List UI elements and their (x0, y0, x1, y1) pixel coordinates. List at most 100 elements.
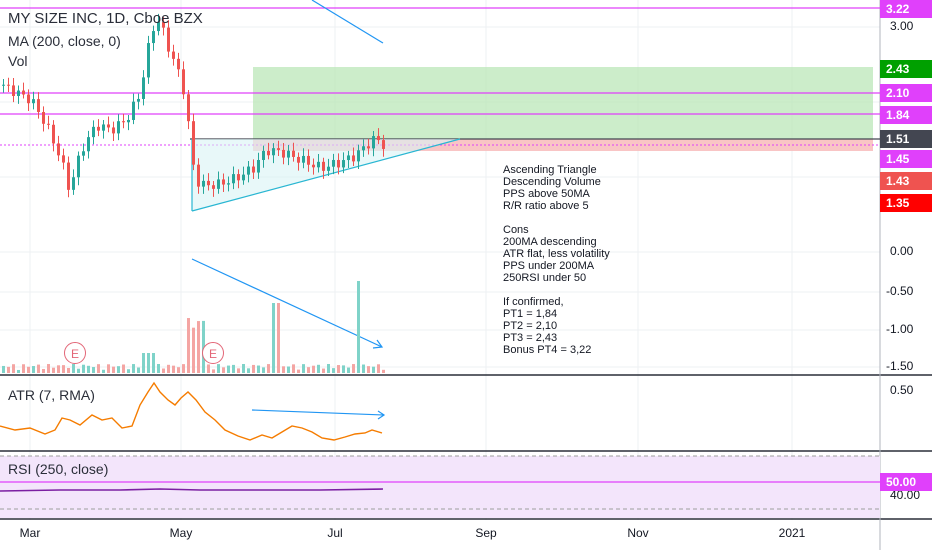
volume-bar[interactable] (32, 366, 35, 373)
volume-bar[interactable] (92, 367, 95, 373)
candle[interactable] (12, 85, 15, 96)
candle[interactable] (287, 150, 290, 158)
volume-bar[interactable] (277, 303, 280, 373)
volume-bar[interactable] (362, 364, 365, 373)
volume-bar[interactable] (97, 364, 100, 373)
volume-bar[interactable] (132, 364, 135, 373)
volume-bar[interactable] (177, 367, 180, 373)
candle[interactable] (112, 127, 115, 134)
candle[interactable] (232, 174, 235, 184)
level-tag-2.10[interactable]: 2.10 (880, 84, 932, 102)
volume-bar[interactable] (137, 367, 140, 373)
candle[interactable] (262, 150, 265, 160)
volume-bar[interactable] (232, 364, 235, 373)
candle[interactable] (362, 146, 365, 151)
volume-bar[interactable] (107, 364, 110, 373)
candle[interactable] (317, 161, 320, 168)
candle[interactable] (277, 148, 280, 150)
volume-bar[interactable] (102, 369, 105, 373)
ma-trend-arrow[interactable] (311, 0, 384, 44)
volume-bar[interactable] (82, 364, 85, 373)
atr-trend-arrow[interactable] (251, 409, 386, 420)
volume-bar[interactable] (17, 369, 20, 373)
volume-bar[interactable] (302, 364, 305, 373)
volume-bar[interactable] (272, 303, 275, 373)
candle[interactable] (222, 179, 225, 185)
volume-bar[interactable] (222, 367, 225, 373)
candle[interactable] (327, 166, 330, 171)
rsi-level-tag[interactable]: 50.00 (880, 473, 932, 491)
volume-bar[interactable] (332, 368, 335, 373)
level-tag-2.43[interactable]: 2.43 (880, 60, 932, 78)
volume-bar[interactable] (247, 368, 250, 373)
level-tag-1.35[interactable]: 1.35 (880, 194, 932, 212)
volume-bar[interactable] (52, 367, 55, 373)
volume-bar[interactable] (77, 368, 80, 373)
candle[interactable] (257, 159, 260, 173)
candle[interactable] (7, 84, 10, 86)
candle[interactable] (252, 166, 255, 173)
volume-bar[interactable] (67, 367, 70, 373)
candlestick-series[interactable] (2, 13, 385, 198)
volume-bar[interactable] (267, 364, 270, 373)
candle[interactable] (242, 174, 245, 181)
volume-bar[interactable] (127, 369, 130, 373)
candle[interactable] (72, 177, 75, 190)
volume-bar[interactable] (327, 364, 330, 373)
vol-legend[interactable]: Vol (8, 53, 28, 69)
volume-bar[interactable] (347, 367, 350, 373)
candle[interactable] (342, 160, 345, 168)
volume-bar[interactable] (147, 353, 150, 373)
volume-bar[interactable] (12, 364, 15, 373)
volume-bar[interactable] (282, 366, 285, 373)
volume-bar[interactable] (257, 365, 260, 373)
volume-bar[interactable] (7, 366, 10, 373)
earnings-marker[interactable]: E (202, 342, 224, 364)
volume-bar[interactable] (57, 365, 60, 373)
candle[interactable] (77, 155, 80, 178)
target-zone[interactable] (253, 67, 873, 139)
volume-bar[interactable] (87, 365, 90, 373)
volume-bar[interactable] (342, 365, 345, 373)
volume-bar[interactable] (172, 365, 175, 373)
atr-legend[interactable]: ATR (7, RMA) (8, 387, 95, 403)
candle[interactable] (312, 164, 315, 168)
candle[interactable] (27, 94, 30, 104)
volume-bar[interactable] (122, 364, 125, 373)
volume-bar[interactable] (292, 364, 295, 373)
candle[interactable] (142, 77, 145, 99)
volume-bar[interactable] (217, 364, 220, 373)
volume-bar[interactable] (157, 364, 160, 373)
volume-bar[interactable] (22, 364, 25, 373)
volume-bar[interactable] (312, 365, 315, 373)
candle[interactable] (352, 155, 355, 162)
level-tag-1.43[interactable]: 1.43 (880, 172, 932, 190)
candle[interactable] (152, 31, 155, 44)
candle[interactable] (157, 21, 160, 32)
volume-bar[interactable] (182, 364, 185, 373)
earnings-marker[interactable]: E (64, 342, 86, 364)
candle[interactable] (357, 150, 360, 162)
candle[interactable] (247, 166, 250, 175)
level-tag-1.51[interactable]: 1.51 (880, 130, 932, 148)
volume-bar[interactable] (242, 364, 245, 373)
candle[interactable] (322, 161, 325, 171)
candle[interactable] (67, 162, 70, 190)
volume-bar[interactable] (117, 366, 120, 373)
candle[interactable] (337, 159, 340, 168)
candle[interactable] (117, 121, 120, 134)
candle[interactable] (92, 126, 95, 138)
candle[interactable] (2, 84, 5, 86)
volume-bar[interactable] (112, 366, 115, 373)
rsi-legend[interactable]: RSI (250, close) (8, 461, 109, 477)
volume-bar[interactable] (42, 368, 45, 373)
candle[interactable] (47, 123, 50, 125)
candle[interactable] (22, 90, 25, 95)
candle[interactable] (127, 119, 130, 123)
volume-bar[interactable] (317, 364, 320, 373)
candle[interactable] (382, 140, 385, 149)
ma-legend[interactable]: MA (200, close, 0) (8, 33, 121, 49)
volume-bar[interactable] (227, 365, 230, 373)
candle[interactable] (162, 21, 165, 28)
rsi-line[interactable] (0, 488, 384, 492)
